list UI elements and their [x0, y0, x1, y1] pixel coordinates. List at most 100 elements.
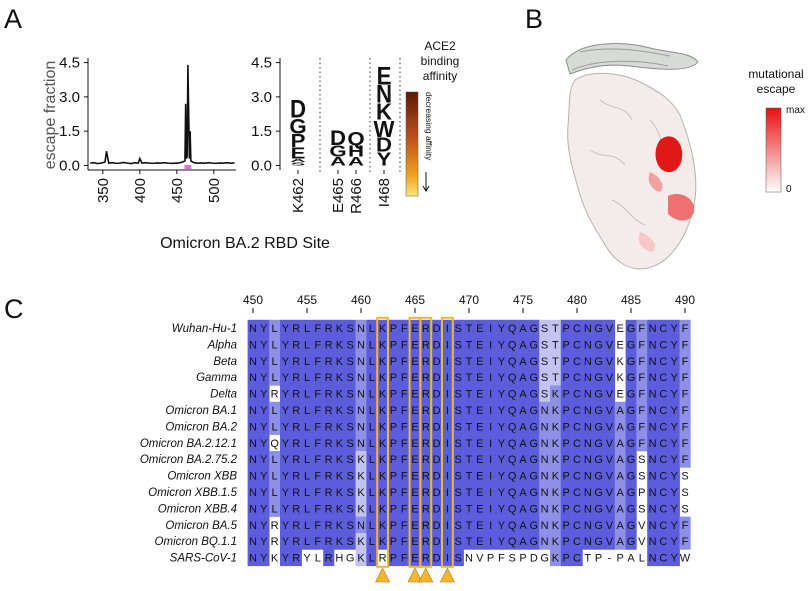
residue-shade	[658, 533, 670, 550]
residue: A	[519, 454, 527, 466]
residue-shade	[258, 401, 270, 419]
residue: Q	[508, 503, 517, 515]
residue: K	[379, 421, 387, 433]
residue-shade	[496, 369, 508, 386]
residue-shade	[539, 467, 551, 485]
residue-shade	[323, 451, 335, 468]
residue-shade	[258, 319, 270, 337]
residue-shade	[334, 451, 346, 468]
residue: L	[304, 454, 310, 466]
residue: S	[638, 471, 645, 483]
residue: N	[584, 323, 592, 335]
residue: P	[638, 487, 645, 499]
residue-shade	[290, 369, 302, 386]
logo-letter: Y	[377, 149, 392, 170]
residue: R	[292, 520, 300, 532]
residue: N	[584, 389, 592, 401]
logo-letter-group: A	[348, 154, 364, 168]
residue: F	[401, 356, 408, 368]
residue: V	[606, 372, 614, 384]
residue-shade	[247, 516, 259, 534]
residue-shade	[431, 516, 443, 534]
residue: Y	[671, 520, 679, 532]
residue-shade	[290, 418, 302, 435]
residue: K	[552, 536, 560, 548]
residue: T	[552, 339, 559, 351]
residue: G	[594, 389, 603, 401]
residue: N	[249, 356, 257, 368]
residue: K	[336, 389, 344, 401]
highlight-triangle	[439, 567, 455, 583]
residue: Y	[260, 438, 268, 450]
residue-shade	[301, 516, 313, 534]
residue-shade	[442, 401, 454, 419]
residue: V	[606, 356, 614, 368]
residue: Q	[508, 536, 517, 548]
residue-shade	[377, 418, 389, 435]
residue-shade	[431, 483, 443, 501]
residue-shade	[550, 418, 562, 435]
residue: G	[627, 454, 636, 466]
residue: D	[433, 405, 441, 417]
residue: G	[594, 421, 603, 433]
residue: A	[519, 487, 527, 499]
residue: K	[379, 536, 387, 548]
residue: G	[627, 323, 636, 335]
residue-shade	[647, 369, 659, 386]
residue-shade	[636, 434, 648, 452]
residue-shade	[679, 516, 691, 534]
logo-letter: N	[376, 80, 392, 107]
sequence-name: Omicron BA.5	[165, 520, 237, 532]
residue-shade	[431, 369, 443, 386]
residue-shade	[496, 483, 508, 501]
residue-shade	[614, 467, 626, 485]
residue: N	[357, 372, 365, 384]
residue-shade	[431, 401, 443, 419]
residue: N	[249, 487, 257, 499]
residue: A	[617, 503, 625, 515]
residue: L	[369, 405, 375, 417]
residue: D	[433, 503, 441, 515]
residue: G	[627, 503, 636, 515]
residue: G	[530, 405, 539, 417]
residue-shade	[636, 336, 648, 353]
residue-shade	[334, 418, 346, 435]
residue-shade	[528, 401, 540, 419]
residue-shade	[409, 533, 421, 550]
residue: F	[401, 520, 408, 532]
residue-shade	[420, 418, 432, 435]
residue: N	[249, 471, 257, 483]
residue: F	[638, 339, 645, 351]
residue-shade	[452, 418, 464, 435]
residue: E	[411, 520, 418, 532]
residue-shade	[506, 369, 518, 386]
residue: N	[649, 503, 657, 515]
residue: N	[541, 487, 549, 499]
residue: S	[347, 356, 354, 368]
residue: N	[649, 520, 657, 532]
residue: R	[292, 356, 300, 368]
residue-shade	[377, 500, 389, 517]
residue: Y	[282, 405, 290, 417]
residue-shade	[398, 500, 410, 517]
residue: F	[638, 421, 645, 433]
residue-shade	[431, 434, 443, 452]
residue: C	[573, 553, 581, 565]
residue-shade	[344, 451, 356, 468]
residue: S	[455, 536, 462, 548]
residue: R	[271, 536, 279, 548]
residue-shade	[269, 467, 281, 485]
residue: N	[584, 372, 592, 384]
residue: F	[682, 438, 689, 450]
residue-shade	[301, 451, 313, 468]
residue: P	[519, 553, 526, 565]
residue-shade	[517, 516, 529, 534]
residue: L	[272, 471, 278, 483]
residue-shade	[582, 369, 594, 386]
residue-shade	[301, 500, 313, 517]
residue-shade	[377, 352, 389, 370]
residue-shade	[517, 451, 529, 468]
residue: Y	[260, 356, 268, 368]
residue-shade	[388, 418, 400, 435]
residue-shade	[485, 369, 497, 386]
